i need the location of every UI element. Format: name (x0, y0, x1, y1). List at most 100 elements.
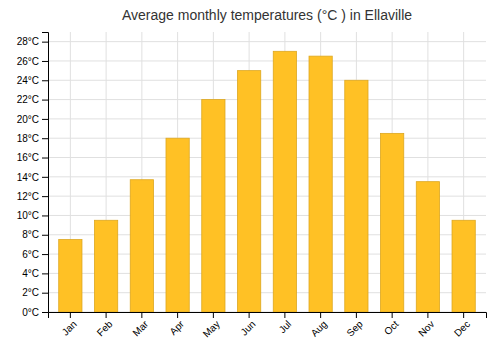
y-tick-label: 26°C (17, 56, 39, 67)
x-tick-mark (320, 312, 321, 318)
y-tick: 26°C (17, 56, 48, 67)
x-axis-line (49, 313, 487, 319)
x-tick-mark (392, 312, 393, 318)
x-tick-mark (141, 312, 142, 318)
x-tick-label: Jan (60, 318, 79, 337)
x-tick: Aug (309, 312, 329, 339)
y-tick: 22°C (17, 94, 48, 105)
x-tick-label: Jun (238, 318, 257, 337)
y-tick-label: 22°C (17, 94, 39, 105)
y-grid-line (48, 60, 486, 61)
y-tick-label: 0°C (22, 307, 39, 318)
y-tick-label: 18°C (17, 133, 39, 144)
x-tick-mark (284, 312, 285, 318)
y-tick: 0°C (22, 307, 48, 318)
y-tick-label: 2°C (22, 287, 39, 298)
y-tick-mark (42, 254, 48, 255)
y-tick-label: 14°C (17, 172, 39, 183)
y-tick-mark (42, 42, 48, 43)
y-tick: 28°C (17, 36, 48, 47)
bar (452, 220, 475, 312)
y-tick-mark (42, 119, 48, 120)
y-tick-mark (42, 215, 48, 216)
y-grid-line (48, 138, 486, 139)
y-tick: 16°C (17, 152, 48, 163)
x-tick-mark (463, 312, 464, 318)
x-tick: Dec (452, 312, 472, 339)
y-grid-line (48, 118, 486, 119)
bar (309, 56, 332, 312)
y-tick-label: 20°C (17, 114, 39, 125)
y-tick-label: 4°C (22, 268, 39, 279)
bar (94, 220, 117, 312)
y-tick: 12°C (17, 191, 48, 202)
title: Average monthly temperatures (°C ) in El… (122, 7, 412, 23)
x-tick-label: Oct (382, 318, 401, 337)
x-tick: Jul (277, 312, 294, 335)
bar (416, 182, 439, 312)
bar (238, 71, 261, 312)
y-grid-line (48, 99, 486, 100)
y-tick: 14°C (17, 172, 48, 183)
bar (273, 51, 296, 312)
x-tick-label: Jul (277, 318, 294, 335)
x-tick-label: Feb (95, 318, 115, 338)
x-tick: Feb (95, 312, 115, 338)
y-axis-line (42, 33, 49, 313)
x-tick: Nov (416, 312, 436, 339)
x-tick: Oct (382, 312, 401, 337)
bar (345, 80, 368, 312)
y-tick-mark (42, 61, 48, 62)
y-tick-label: 6°C (22, 249, 39, 260)
y-tick-mark (42, 100, 48, 101)
x-tick-mark (177, 312, 178, 318)
y-tick: 18°C (17, 133, 48, 144)
bar (59, 240, 82, 312)
x-axis: JanFebMarAprMayJunJulAugSepOctNovDec (49, 312, 487, 340)
x-tick-mark (70, 312, 71, 318)
grid (48, 32, 486, 312)
y-tick: 8°C (22, 229, 48, 240)
y-tick-mark (42, 196, 48, 197)
y-tick-label: 24°C (17, 75, 39, 86)
y-tick: 10°C (17, 210, 48, 221)
x-tick-mark (249, 312, 250, 318)
x-tick: May (201, 312, 222, 340)
y-grid-line (48, 157, 486, 158)
x-tick: Mar (130, 312, 150, 338)
y-tick-mark (42, 80, 48, 81)
x-tick-label: Aug (309, 318, 329, 338)
bar (130, 180, 153, 312)
x-tick-label: Sep (345, 318, 366, 339)
x-tick-mark (106, 312, 107, 318)
y-tick-mark (42, 177, 48, 178)
y-tick-mark (42, 235, 48, 236)
y-tick-mark (42, 312, 48, 313)
x-tick-label: Mar (130, 318, 150, 338)
y-tick-mark (42, 158, 48, 159)
x-tick-label: Dec (452, 318, 472, 338)
x-tick-mark (213, 312, 214, 318)
x-tick-mark (356, 312, 357, 318)
y-tick-label: 10°C (17, 210, 39, 221)
x-tick-label: May (201, 318, 222, 339)
chart: 0°C 2°C 4°C 6°C 8°C 10°C 12°C 14°C 16°C 18°C 20°C 2… (0, 0, 500, 350)
y-tick: 6°C (22, 249, 48, 260)
y-tick-label: 16°C (17, 152, 39, 163)
y-tick: 24°C (17, 75, 48, 86)
y-tick: 4°C (22, 268, 48, 279)
y-tick-label: 28°C (17, 36, 39, 47)
bar (202, 100, 225, 312)
y-grid-line (48, 176, 486, 177)
bars (59, 51, 476, 312)
x-tick-label: Nov (416, 318, 436, 338)
y-tick-label: 12°C (17, 191, 39, 202)
y-axis: 0°C 2°C 4°C 6°C 8°C 10°C 12°C 14°C 16°C 18°C 20°C 2… (17, 33, 49, 318)
y-tick-mark (42, 293, 48, 294)
x-tick: Jan (60, 312, 79, 338)
x-tick: Jun (238, 312, 257, 338)
plot: 0°C 2°C 4°C 6°C 8°C 10°C 12°C 14°C 16°C 18°C 20°C 2… (17, 32, 487, 340)
y-tick: 2°C (22, 287, 48, 298)
y-grid-line (48, 80, 486, 81)
y-grid-line (48, 41, 486, 42)
